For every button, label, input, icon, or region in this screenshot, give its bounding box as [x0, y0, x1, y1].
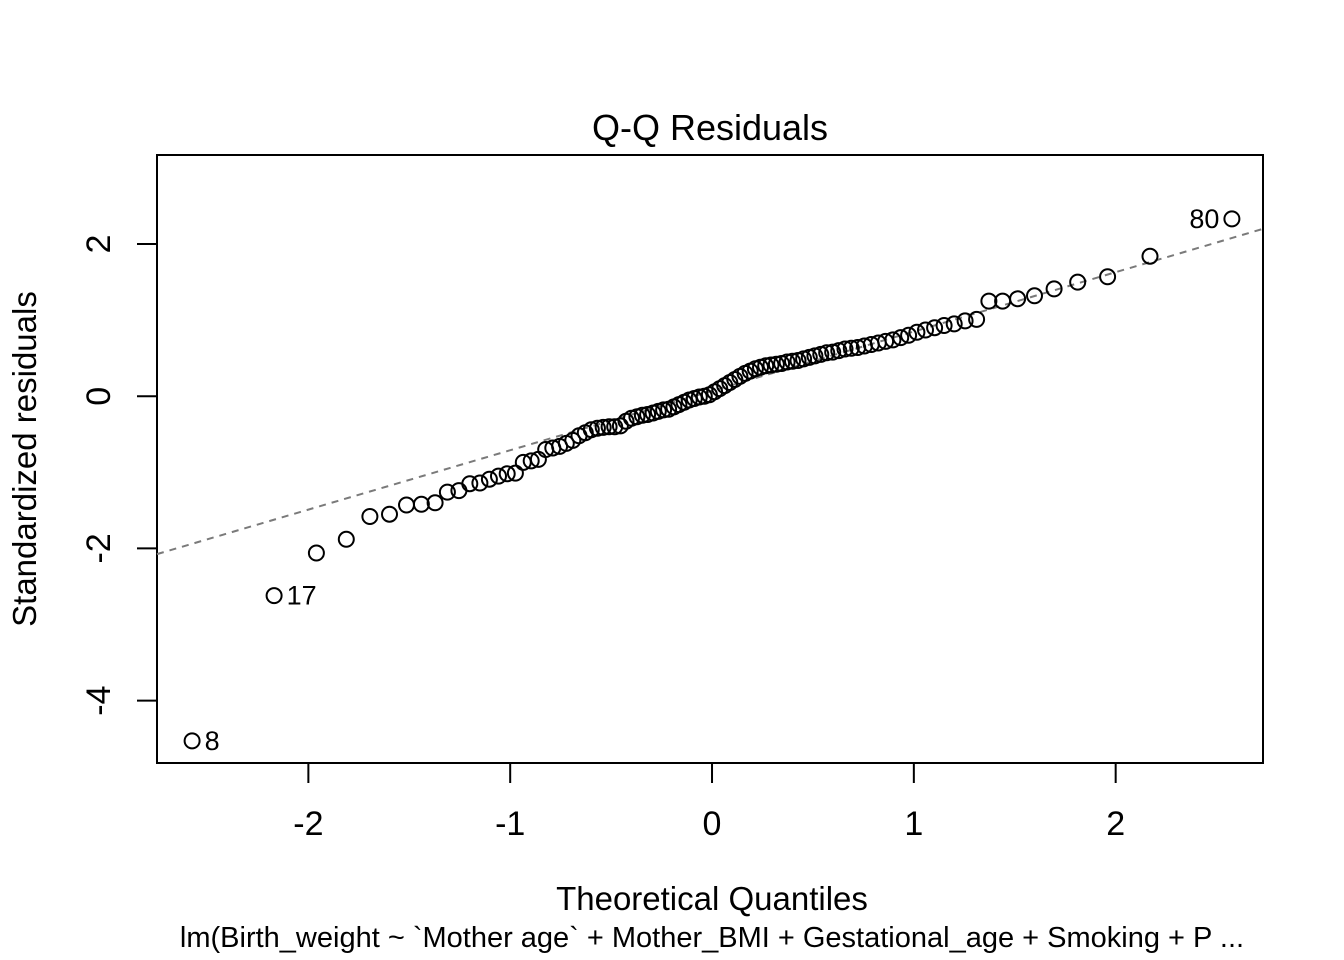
data-point [498, 465, 516, 483]
data-point [830, 342, 848, 360]
data-point [450, 482, 468, 500]
data-point [1099, 268, 1117, 286]
data-point [480, 470, 498, 488]
data-point [426, 494, 444, 512]
model-caption: lm(Birth_weight ~ `Mother age` + Mother_… [180, 922, 1244, 954]
data-point [900, 326, 918, 344]
data-point [824, 343, 842, 361]
data-point [908, 323, 926, 341]
y-axis-label: Standardized residuals [6, 291, 43, 627]
outlier-labels: 8 17 80 [205, 204, 1220, 756]
y-tick-label: 0 [80, 387, 118, 406]
data-point [968, 310, 986, 328]
data-point [935, 317, 953, 334]
data-point [892, 329, 910, 347]
data-point [337, 530, 355, 548]
data-point [1223, 210, 1241, 228]
data-point [461, 475, 479, 493]
data-point [926, 319, 944, 337]
data-point [778, 353, 796, 371]
data-point [1026, 287, 1043, 305]
data-point [438, 483, 456, 501]
data-point [884, 331, 902, 349]
data-point [917, 321, 934, 339]
data-point [1141, 247, 1159, 265]
x-axis-label: Theoretical Quantiles [556, 880, 868, 917]
data-point [412, 495, 430, 513]
data-point [1009, 290, 1027, 308]
y-tick-label: -4 [80, 685, 118, 715]
data-point [1045, 280, 1063, 298]
data-point [757, 357, 775, 375]
outlier-point-label: 8 [205, 726, 220, 756]
data-point [588, 419, 606, 437]
outlier-point-label: 80 [1189, 204, 1219, 234]
data-point [522, 452, 540, 470]
data-point [506, 464, 524, 482]
data-point [1069, 273, 1087, 291]
qq-points [183, 210, 1241, 750]
chart-title: Q-Q Residuals [592, 107, 828, 148]
x-tick-label: 1 [904, 805, 923, 843]
data-point [582, 421, 600, 439]
data-point [594, 418, 612, 436]
data-point [842, 339, 860, 357]
data-point [381, 505, 398, 523]
x-tick-label: 0 [703, 805, 722, 843]
data-point [307, 544, 325, 562]
data-point [398, 496, 415, 514]
data-point [633, 406, 651, 424]
data-point [762, 356, 780, 374]
data-point [361, 508, 379, 525]
data-point [945, 315, 963, 333]
x-tick-label: 2 [1106, 805, 1125, 843]
x-tick-label: -1 [495, 805, 525, 843]
data-point [818, 344, 836, 362]
data-point [471, 474, 489, 492]
plot-border [156, 154, 1264, 764]
data-point [784, 352, 801, 370]
x-axis: -2 -1 0 1 2 [293, 763, 1125, 843]
data-point [265, 587, 283, 605]
data-point [490, 467, 507, 485]
y-tick-label: -2 [80, 533, 118, 563]
data-point [600, 418, 618, 436]
outlier-point-label: 17 [287, 581, 317, 611]
y-axis: -4 -2 0 2 [80, 235, 157, 716]
data-point [836, 340, 854, 358]
x-tick-label: -2 [293, 805, 323, 843]
data-point [980, 292, 998, 310]
data-point [956, 312, 974, 330]
data-point [183, 732, 201, 750]
y-tick-label: 2 [80, 235, 118, 254]
